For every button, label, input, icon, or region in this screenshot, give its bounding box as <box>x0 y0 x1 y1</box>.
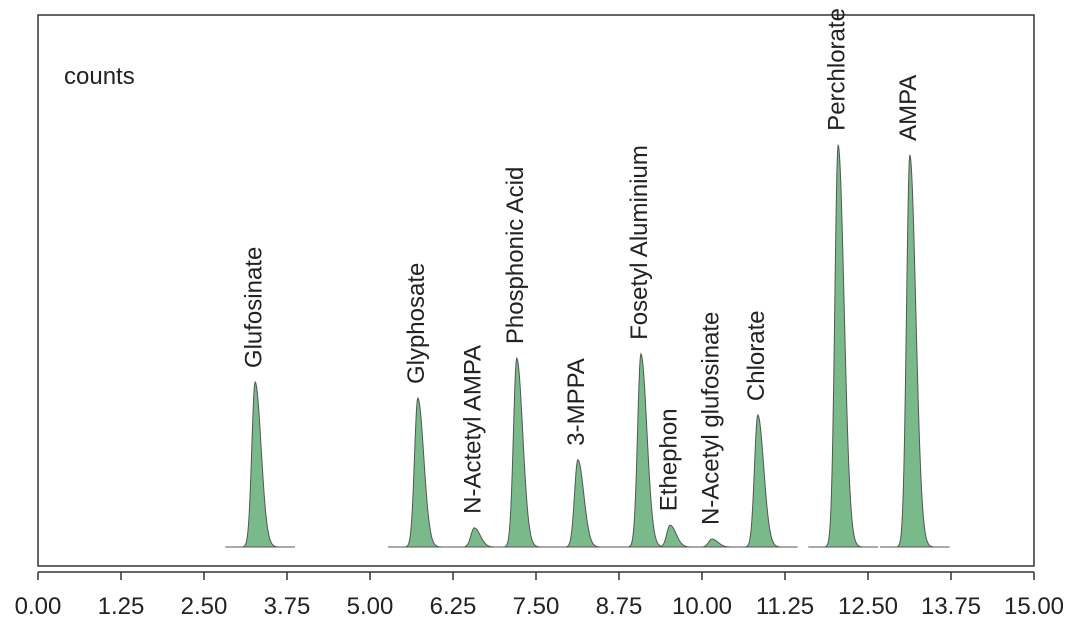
peak-label: N-Actetyl AMPA <box>460 345 487 514</box>
x-tick-label: 10.00 <box>672 593 732 620</box>
x-tick-label: 13.75 <box>921 593 981 620</box>
y-axis-label: counts <box>64 63 135 90</box>
plot-frame <box>37 14 1035 567</box>
x-tick-label: 7.50 <box>513 593 560 620</box>
peak-label: Chlorate <box>743 310 770 401</box>
peak-label: Fosetyl Aluminium <box>626 145 653 340</box>
x-tick-label: 2.50 <box>181 593 228 620</box>
peak <box>879 154 950 548</box>
x-tick-label: 15.00 <box>1004 593 1064 620</box>
peak-label: Phosphonic Acid <box>502 167 529 344</box>
peak <box>225 380 295 548</box>
x-tick-label: 0.00 <box>15 593 62 620</box>
peak <box>682 538 752 548</box>
x-tick-label: 11.25 <box>756 593 814 620</box>
x-tick-label: 6.25 <box>430 593 477 620</box>
peak-label: Perchlorate <box>823 8 850 131</box>
peak-label: Glufosinate <box>240 247 267 368</box>
peak-label: Ethephon <box>655 408 682 511</box>
x-tick-label: 8.75 <box>596 593 643 620</box>
x-tick-label: 5.00 <box>347 593 394 620</box>
peak <box>808 144 878 548</box>
peak <box>486 356 557 548</box>
peak <box>444 527 515 548</box>
peak-label: N-Acetyl glufosinate <box>697 312 724 525</box>
peak <box>387 396 458 548</box>
peak-label: Glyphosate <box>403 263 430 384</box>
peak-label: AMPA <box>895 75 922 141</box>
peak <box>547 458 618 548</box>
peak <box>727 413 798 548</box>
x-tick-label: 3.75 <box>264 593 311 620</box>
x-tick-label: 12.50 <box>838 593 898 620</box>
x-tick-label: 1.25 <box>98 593 145 620</box>
peak-label: 3-MPPA <box>563 358 590 446</box>
